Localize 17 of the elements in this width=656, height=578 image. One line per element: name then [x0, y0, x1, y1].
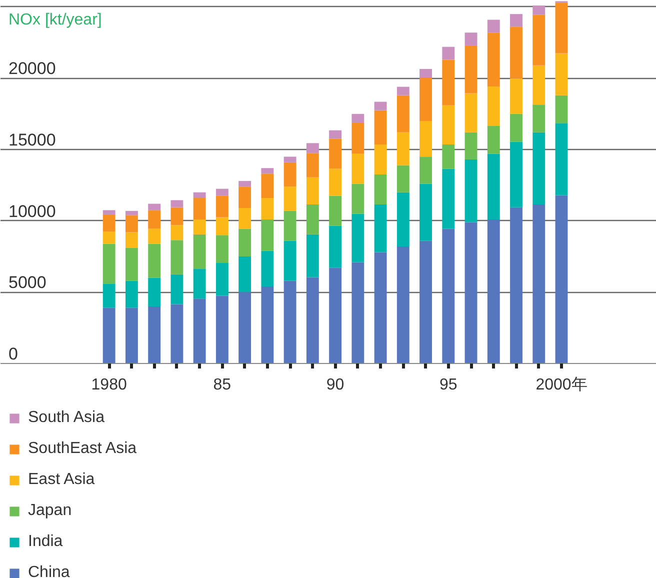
y-tick-label: 0 [8, 344, 18, 364]
legend-label: China [28, 563, 70, 578]
legend-label: India [28, 532, 63, 552]
x-tick-label: 90 [326, 376, 344, 394]
y-tick-label: 20000 [8, 59, 56, 78]
x-tick-label: 1980 [91, 376, 127, 394]
y-axis-title: NOx [kt/year] [8, 12, 102, 28]
y-tick-label: 15000 [8, 130, 56, 150]
legend-label: East Asia [28, 470, 95, 490]
x-tick-label: 85 [213, 376, 232, 394]
legend-label: Japan [28, 501, 72, 521]
y-tick-label: 10000 [8, 202, 56, 221]
x-tick-label: 2000年 [536, 376, 588, 394]
y-tick-label: 5000 [8, 273, 46, 292]
legend-label: South Asia [28, 408, 104, 428]
x-tick-label: 95 [439, 376, 458, 394]
legend-label: SouthEast Asia [28, 439, 137, 459]
